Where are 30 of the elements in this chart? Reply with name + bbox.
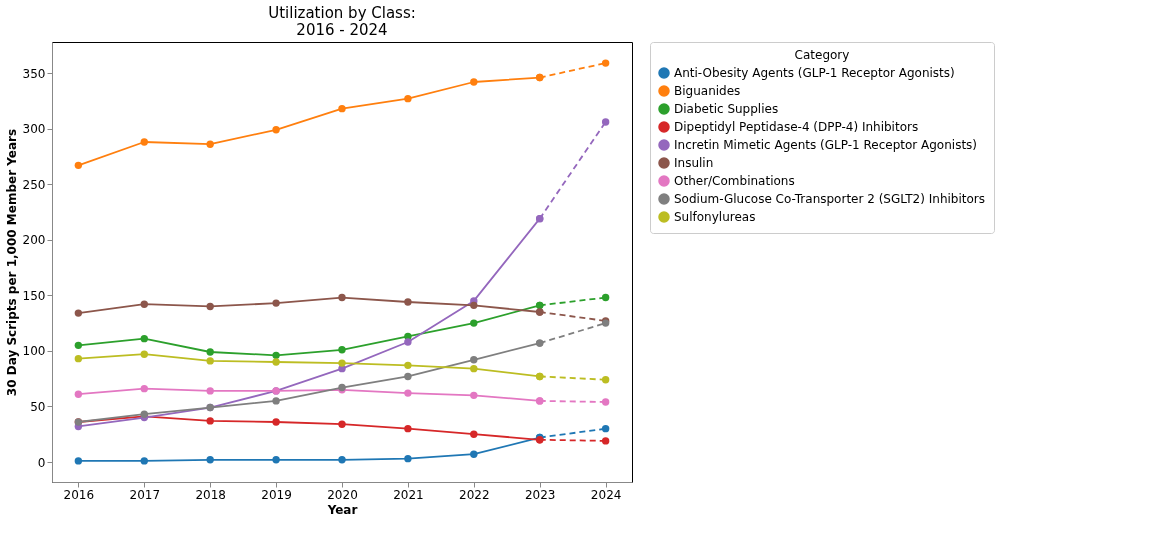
y-tick-label: 100 — [22, 344, 46, 359]
x-tick-label: 2020 — [327, 487, 358, 502]
y-tick-label: 350 — [22, 66, 46, 81]
x-tick-label: 2022 — [459, 487, 490, 502]
x-tick-label: 2023 — [524, 487, 556, 502]
y-tick-label: 250 — [22, 177, 46, 192]
x-tick-label: 2021 — [393, 487, 424, 502]
legend-label: Diabetic Supplies — [674, 102, 779, 116]
y-tick-label: 300 — [22, 122, 46, 137]
legend-label: Anti-Obesity Agents (GLP-1 Receptor Agonists) — [674, 66, 955, 80]
y-tick-label: 150 — [22, 288, 46, 303]
legend-title: Category — [794, 48, 850, 62]
x-tick-label: 2019 — [261, 487, 292, 502]
legend-label: Other/Combinations — [674, 174, 795, 188]
x-tick-label: 2017 — [129, 487, 161, 502]
y-tick-label: 200 — [22, 233, 46, 248]
x-tick-label: 2018 — [195, 487, 226, 502]
legend-label: Sulfonylureas — [674, 210, 756, 224]
legend-label: Dipeptidyl Peptidase-4 (DPP-4) Inhibitors — [674, 120, 919, 134]
x-tick-label: 2024 — [590, 487, 622, 502]
y-tick-label: 0 — [37, 455, 46, 470]
chart-title: Utilization by Class: 2016 - 2024 — [268, 3, 416, 39]
x-axis-title: Year — [326, 502, 358, 517]
y-axis-title: 30 Day Scripts per 1,000 Member Years — [4, 128, 19, 397]
x-tick-label: 2016 — [63, 487, 95, 502]
legend-label: Insulin — [674, 156, 714, 170]
legend-label: Sodium-Glucose Co-Transporter 2 (SGLT2) Inhibitors — [674, 192, 986, 206]
legend-label: Incretin Mimetic Agents (GLP-1 Receptor Agonists) — [674, 138, 978, 152]
y-tick-label: 50 — [30, 399, 46, 414]
legend-label: Biguanides — [674, 84, 741, 98]
